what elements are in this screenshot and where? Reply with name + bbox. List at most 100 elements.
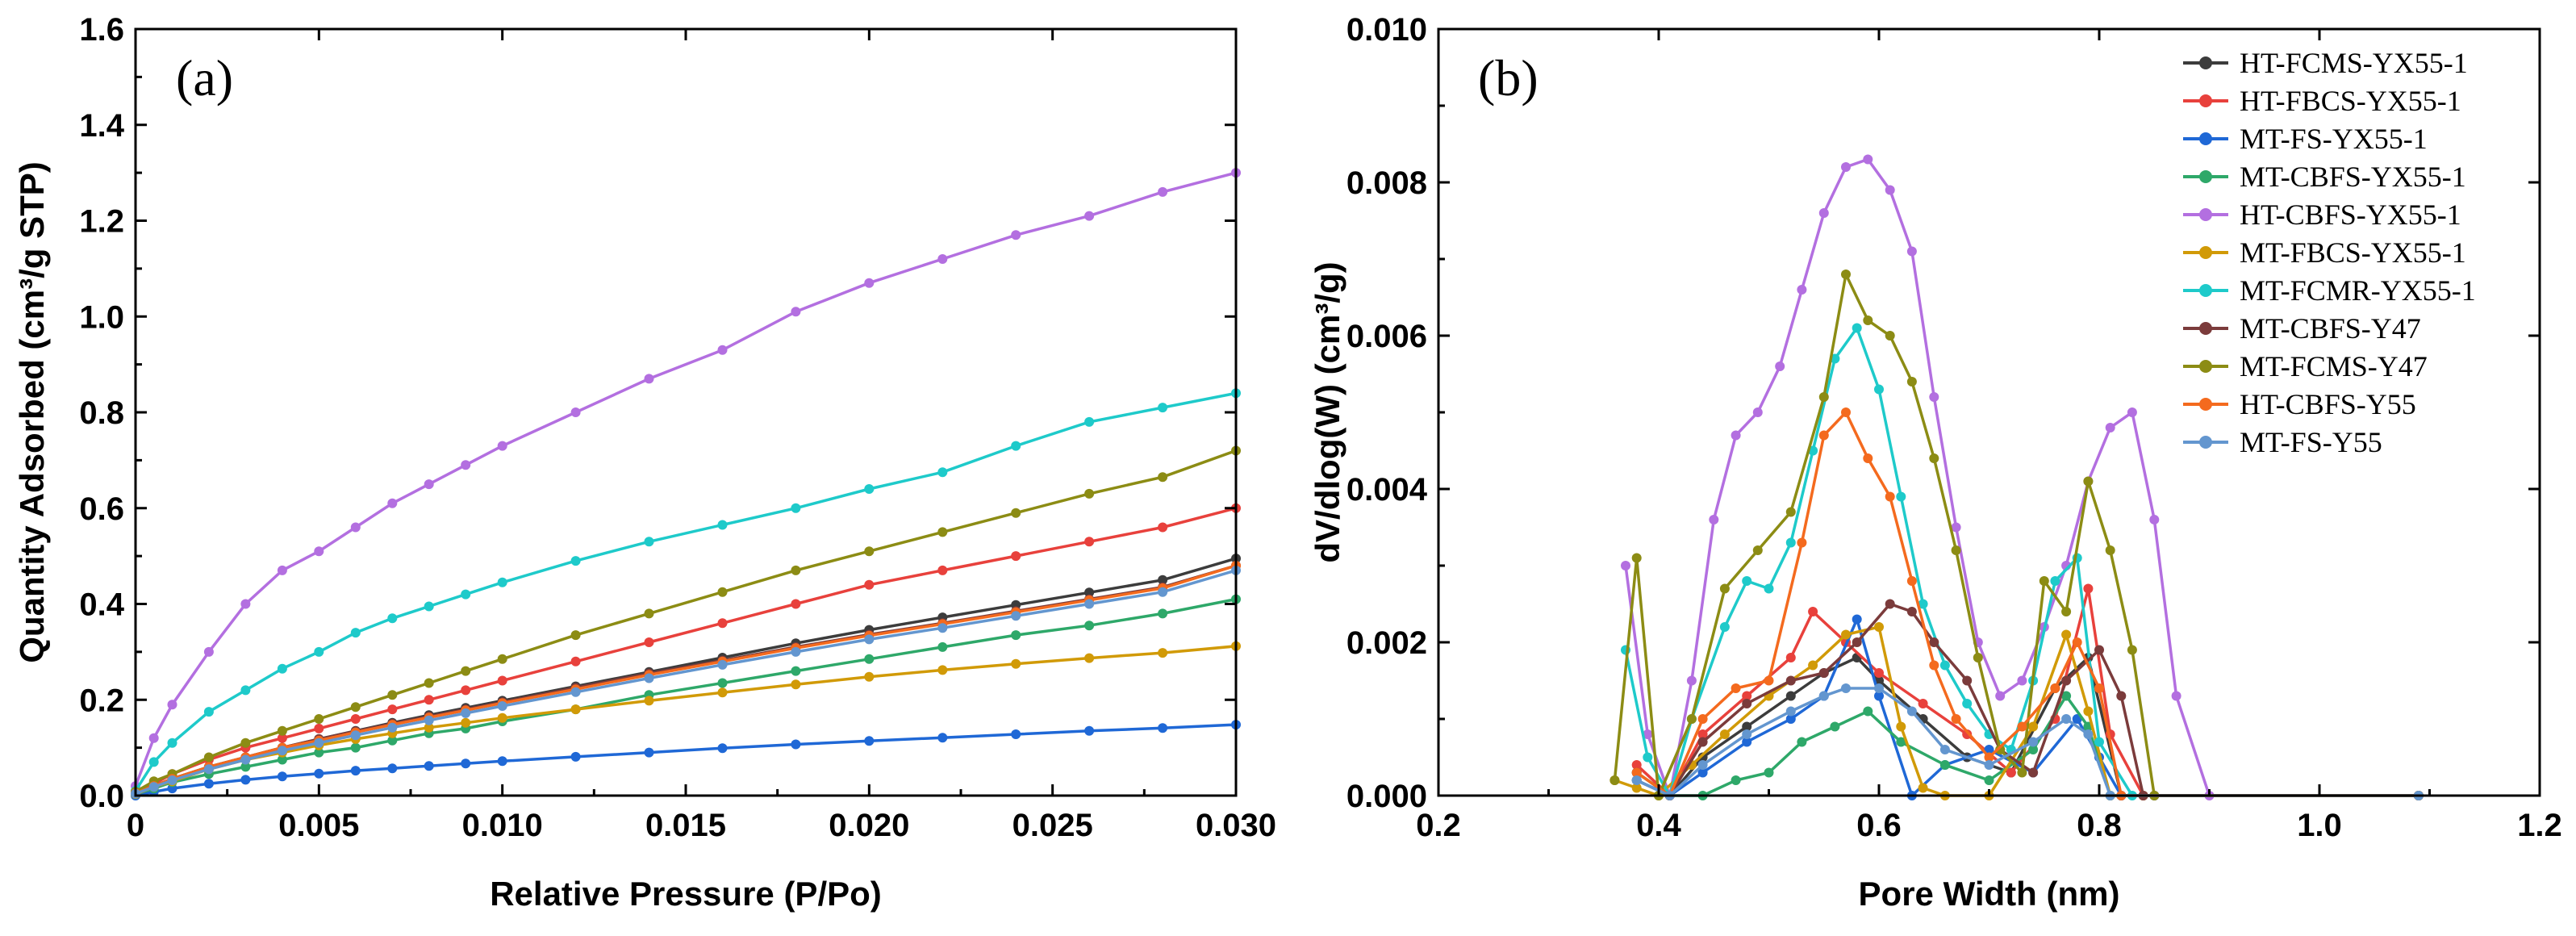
data-point-mt-cbfs-y47-5 <box>1818 668 1829 678</box>
series-line-ht-fbcs-yx55-1 <box>135 507 1237 795</box>
data-point-mt-fcms-y47-4 <box>240 738 251 748</box>
data-point-mt-fcmr-yx55-1-14 <box>1939 660 1950 671</box>
x-tick-label: 0.005 <box>278 808 359 843</box>
data-point-mt-fs-yx55-1-5 <box>277 771 287 782</box>
data-point-mt-cbfs-yx55-1-9 <box>1939 760 1950 770</box>
data-point-ht-cbfs-yx55-1-25 <box>2171 691 2181 701</box>
data-point-ht-fbcs-yx55-1-14 <box>717 618 728 629</box>
data-point-mt-fbcs-yx55-1-14 <box>717 687 728 698</box>
data-point-mt-fcmr-yx55-1-3 <box>203 707 214 717</box>
data-point-ht-cbfs-y55-6 <box>1818 430 1829 441</box>
data-point-mt-fbcs-yx55-1-4 <box>1719 729 1730 739</box>
y-axis-title: dV/dlog(W) (cm³/g) <box>1309 261 1346 562</box>
data-point-mt-fs-yx55-1-4 <box>1785 714 1796 724</box>
data-point-mt-fs-y55-17 <box>937 623 948 633</box>
data-point-ht-cbfs-yx55-1-17 <box>937 254 948 264</box>
data-point-mt-cbfs-yx55-1-19 <box>1084 621 1095 631</box>
data-point-mt-fbcs-yx55-1-6 <box>1808 660 1818 671</box>
data-point-mt-fbcs-yx55-1-11 <box>497 712 507 723</box>
data-point-mt-cbfs-yx55-1-14 <box>717 678 728 688</box>
data-point-mt-fs-y55-12 <box>2061 714 2072 724</box>
data-point-mt-fcms-y47-1 <box>1631 553 1642 563</box>
legend-marker-ht-cbfs-y55 <box>2199 398 2212 411</box>
data-point-mt-cbfs-y47-10 <box>1962 675 1973 686</box>
data-point-ht-fbcs-yx55-1-7 <box>350 714 361 724</box>
data-point-mt-cbfs-yx55-1-8 <box>1896 737 1906 747</box>
data-point-mt-fs-y55-10 <box>461 708 471 718</box>
legend-marker-ht-fcms-yx55-1 <box>2199 56 2212 69</box>
data-point-ht-cbfs-yx55-1-15 <box>791 307 801 317</box>
data-point-ht-cbfs-yx55-1-0 <box>1621 561 1630 570</box>
data-point-ht-fbcs-yx55-1-6 <box>314 723 324 733</box>
legend-label-ht-cbfs-y55: HT-CBFS-Y55 <box>2240 388 2416 420</box>
data-point-ht-cbfs-y55-7 <box>1841 407 1851 417</box>
legend-marker-mt-fcmr-yx55-1 <box>2199 284 2212 297</box>
data-point-mt-cbfs-y47-6 <box>1852 637 1862 647</box>
data-point-mt-fcmr-yx55-1-10 <box>1852 323 1862 333</box>
data-point-ht-fbcs-yx55-1-10 <box>2006 767 2016 778</box>
data-point-ht-fbcs-yx55-1-19 <box>1084 537 1095 547</box>
series-line-ht-fcms-yx55-1 <box>135 557 1237 795</box>
data-point-mt-cbfs-y47-13 <box>2061 675 2072 686</box>
data-point-mt-fcms-y47-12 <box>570 630 581 641</box>
data-point-ht-cbfs-yx55-1-18 <box>1011 230 1021 240</box>
data-point-mt-cbfs-yx55-1-6 <box>1830 721 1840 732</box>
y-tick-label: 0.002 <box>1346 625 1427 661</box>
data-point-mt-fs-yx55-1-7 <box>350 766 361 776</box>
data-point-mt-fcmr-yx55-1-5 <box>277 663 287 674</box>
data-point-mt-cbfs-yx55-1-20 <box>1158 608 1168 619</box>
data-point-ht-cbfs-yx55-1-4 <box>1709 515 1719 524</box>
data-point-ht-cbfs-yx55-1-8 <box>1797 285 1807 295</box>
data-point-ht-fcms-yx55-1-20 <box>1158 575 1168 585</box>
data-point-ht-fcms-yx55-1-19 <box>1084 587 1095 598</box>
data-point-mt-fcms-y47-20 <box>1158 472 1168 483</box>
data-point-mt-cbfs-y47-2 <box>1697 737 1708 747</box>
data-point-mt-fbcs-yx55-1-9 <box>1896 721 1906 732</box>
data-point-mt-cbfs-yx55-1-6 <box>314 747 324 758</box>
data-point-mt-fcms-y47-14 <box>717 587 728 597</box>
data-point-mt-fs-yx55-1-3 <box>1742 737 1752 747</box>
data-point-mt-fs-yx55-1-13 <box>644 747 654 758</box>
data-point-ht-cbfs-yx55-1-20 <box>1158 186 1168 197</box>
series-line-mt-fs-yx55-1 <box>135 723 1237 797</box>
data-point-mt-fcms-y47-19 <box>2083 476 2094 487</box>
data-point-mt-cbfs-y47-9 <box>1929 637 1939 647</box>
data-point-mt-fbcs-yx55-1-10 <box>461 717 471 728</box>
data-point-mt-fcms-y47-0 <box>1609 775 1620 785</box>
panel-letter: (b) <box>1478 49 1539 107</box>
series-line-ht-cbfs-y55 <box>135 564 1237 795</box>
data-point-ht-fbcs-yx55-1-11 <box>497 675 507 686</box>
data-point-mt-fcms-y47-6 <box>1785 507 1796 517</box>
data-point-ht-cbfs-yx55-1-13 <box>644 374 654 384</box>
y-tick-label: 1.4 <box>79 108 124 144</box>
data-point-mt-fcmr-yx55-1-19 <box>2050 576 2060 586</box>
y-tick-label: 0.008 <box>1346 165 1427 201</box>
data-point-mt-fs-yx55-1-2 <box>1697 767 1708 778</box>
series-line-mt-fs-y55 <box>135 569 1237 796</box>
data-point-ht-fbcs-yx55-1-9 <box>424 695 434 705</box>
panel-letter: (a) <box>176 49 233 107</box>
data-point-mt-fs-y55-2 <box>167 775 177 785</box>
data-point-ht-cbfs-y55-10 <box>1906 576 1917 586</box>
data-point-mt-fs-y55-6 <box>314 738 324 748</box>
data-point-ht-cbfs-yx55-1-12 <box>1885 185 1895 195</box>
data-point-mt-fcms-y47-15 <box>1995 745 2006 754</box>
x-tick-label: 0.4 <box>1636 808 1681 843</box>
data-point-mt-fcmr-yx55-1-2 <box>167 738 177 748</box>
data-point-mt-fs-y55-18 <box>1011 611 1021 621</box>
data-point-mt-fcmr-yx55-1-12 <box>570 556 581 566</box>
data-point-ht-cbfs-yx55-1-6 <box>1752 407 1763 417</box>
data-point-mt-fs-y55-4 <box>240 754 251 765</box>
data-point-ht-fbcs-yx55-1-0 <box>1631 760 1642 770</box>
data-point-mt-fcmr-yx55-1-5 <box>1742 576 1752 586</box>
data-point-mt-fcms-y47-18 <box>2061 607 2072 616</box>
legend-marker-mt-fs-y55 <box>2199 436 2212 449</box>
data-point-ht-cbfs-y55-13 <box>1984 752 1994 763</box>
data-point-mt-fcms-y47-11 <box>1906 377 1917 387</box>
data-point-ht-cbfs-yx55-1-1 <box>148 733 159 743</box>
data-point-mt-cbfs-yx55-1-15 <box>791 666 801 676</box>
x-tick-label: 0.010 <box>462 808 543 843</box>
data-point-mt-cbfs-yx55-1-18 <box>1011 630 1021 641</box>
data-point-ht-cbfs-yx55-1-13 <box>1906 246 1917 257</box>
